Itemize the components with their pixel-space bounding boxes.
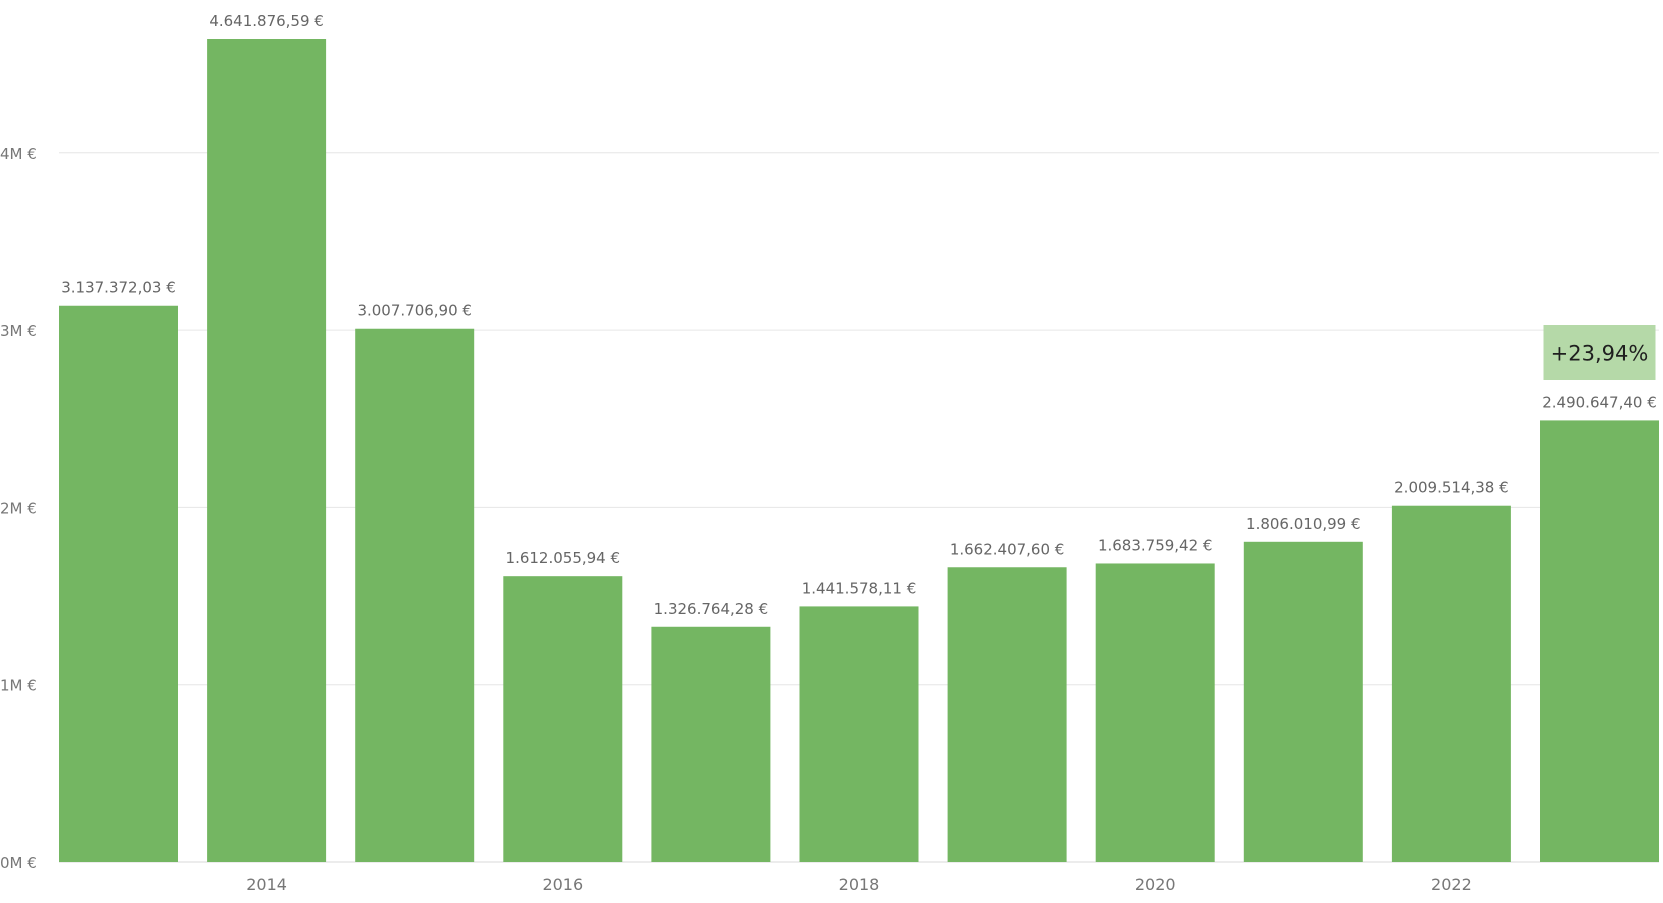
x-tick-label: 2018 — [839, 875, 880, 894]
bar-2021 — [1243, 541, 1363, 862]
data-label-2016: 1.612.055,94 € — [506, 549, 621, 567]
x-tick-label: 2020 — [1135, 875, 1176, 894]
bar-2013 — [59, 305, 178, 862]
data-label-2018: 1.441.578,11 € — [802, 579, 917, 597]
bar-2023 — [1540, 420, 1659, 862]
data-label-2023: 2.490.647,40 € — [1542, 393, 1657, 411]
data-label-2021: 1.806.010,99 € — [1246, 515, 1361, 533]
x-tick-label: 2014 — [246, 875, 287, 894]
change-annotation: +23,94% — [1543, 325, 1656, 380]
x-tick-label: 2022 — [1431, 875, 1472, 894]
y-tick-label: 0M € — [0, 854, 37, 872]
bar-2017 — [651, 626, 771, 862]
y-tick-label: 4M € — [0, 145, 37, 163]
y-tick-label: 1M € — [0, 677, 37, 695]
data-label-2022: 2.009.514,38 € — [1394, 479, 1509, 497]
bar-2016 — [503, 576, 623, 862]
data-label-2015: 3.007.706,90 € — [357, 302, 472, 320]
x-tick-label: 2016 — [542, 875, 583, 894]
data-label-2014: 4.641.876,59 € — [209, 12, 324, 30]
bars — [59, 39, 1659, 862]
y-tick-label: 2M € — [0, 499, 37, 517]
bar-2015 — [355, 328, 475, 862]
data-labels: 3.137.372,03 € 4.641.876,59 € 3.007.706,90… — [61, 12, 1657, 618]
bar-2014 — [207, 39, 327, 862]
data-label-2020: 1.683.759,42 € — [1098, 536, 1213, 554]
bar-2019 — [947, 567, 1067, 862]
data-label-2019: 1.662.407,60 € — [950, 540, 1065, 558]
bar-2020 — [1095, 563, 1215, 862]
bar-2018 — [799, 606, 919, 862]
data-label-2017: 1.326.764,28 € — [654, 600, 769, 618]
y-axis-ticks: 0M € 1M € 2M € 3M € 4M € — [0, 145, 37, 872]
data-label-2013: 3.137.372,03 € — [61, 279, 176, 297]
change-badge — [1543, 325, 1656, 380]
change-badge-text: +23,94% — [1551, 342, 1649, 366]
y-tick-label: 3M € — [0, 322, 37, 340]
bar-2022 — [1391, 505, 1511, 862]
x-axis-ticks: 2014 2016 2018 2020 2022 — [246, 875, 1472, 894]
